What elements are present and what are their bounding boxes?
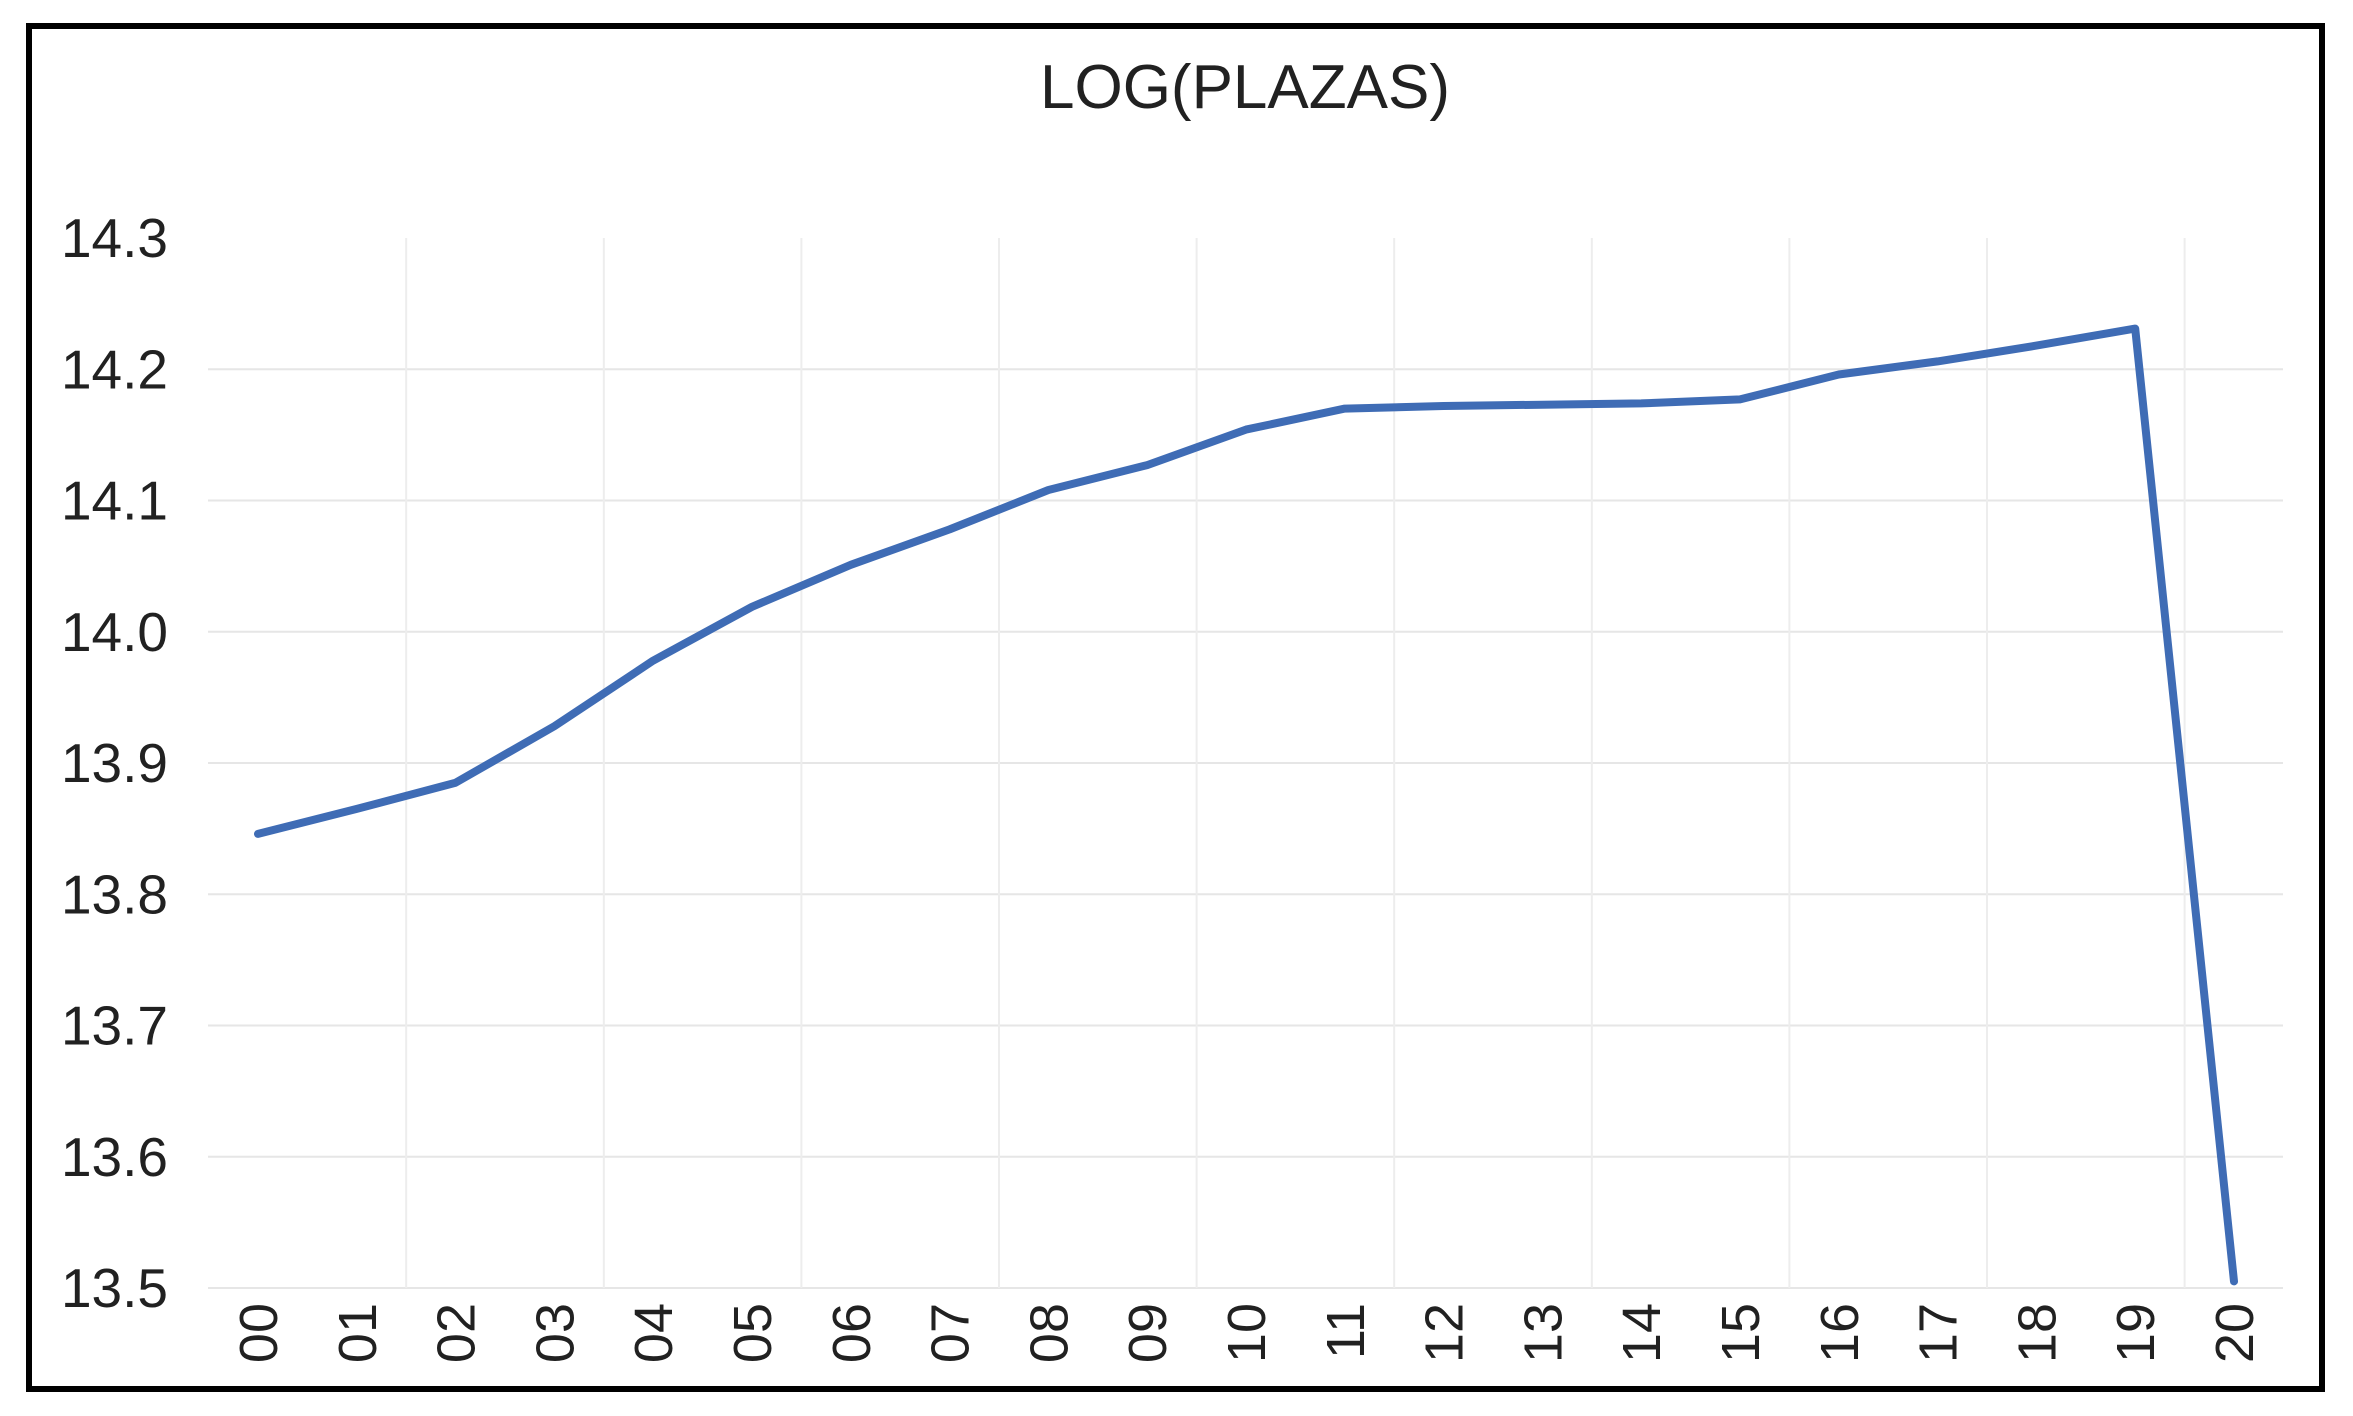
x-axis-labels: 00 01 02 03 04 05 06 07 08 09 10 11 12 13 14 15 16 17 18 19… — [229, 1303, 2265, 1363]
x-axis-tick-label: 15 — [1711, 1303, 1771, 1363]
x-axis-tick-label: 09 — [1118, 1303, 1178, 1363]
x-axis-tick-label: 11 — [1316, 1303, 1376, 1359]
x-axis-tick-label: 10 — [1217, 1303, 1277, 1363]
x-axis-tick-label: 17 — [1909, 1303, 1969, 1363]
horizontal-gridlines — [208, 368, 2283, 1289]
y-axis-tick-label: 13.9 — [61, 732, 168, 794]
x-axis-tick-label: 06 — [822, 1303, 882, 1363]
x-axis-tick-label: 16 — [1810, 1303, 1870, 1363]
y-axis-tick-label: 14.3 — [61, 207, 168, 269]
x-axis-tick-label: 18 — [2007, 1303, 2067, 1363]
x-axis-tick-label: 02 — [427, 1303, 487, 1363]
y-axis-labels: 14.3 14.2 14.1 14.0 13.9 13.8 13.7 13.6 13.5 — [61, 207, 168, 1319]
chart-title: LOG(PLAZAS) — [1040, 53, 1450, 122]
x-axis-tick-label: 20 — [2205, 1303, 2265, 1363]
x-axis-tick-label: 08 — [1019, 1303, 1079, 1363]
y-axis-tick-label: 14.0 — [61, 601, 168, 663]
x-axis-tick-label: 05 — [723, 1303, 783, 1363]
x-axis-tick-label: 01 — [328, 1303, 388, 1363]
y-axis-tick-label: 13.6 — [61, 1126, 168, 1188]
x-axis-tick-label: 12 — [1415, 1303, 1475, 1363]
y-axis-tick-label: 13.8 — [61, 863, 168, 925]
vertical-gridlines — [405, 238, 2186, 1288]
x-axis-tick-label: 14 — [1612, 1303, 1672, 1363]
y-axis-tick-label: 14.1 — [61, 470, 168, 532]
x-axis-tick-label: 13 — [1513, 1303, 1573, 1363]
outer-border — [26, 23, 2325, 1392]
x-axis-tick-label: 19 — [2106, 1303, 2166, 1363]
x-axis-tick-label: 07 — [921, 1303, 981, 1363]
y-axis-tick-label: 14.2 — [61, 338, 168, 400]
x-axis-tick-label: 03 — [525, 1303, 585, 1363]
y-axis-tick-label: 13.5 — [61, 1257, 168, 1319]
x-axis-tick-label: 00 — [229, 1303, 289, 1363]
x-axis-tick-label: 04 — [624, 1303, 684, 1363]
y-axis-tick-label: 13.7 — [61, 995, 168, 1057]
data-line-log-plazas — [254, 324, 2238, 1286]
